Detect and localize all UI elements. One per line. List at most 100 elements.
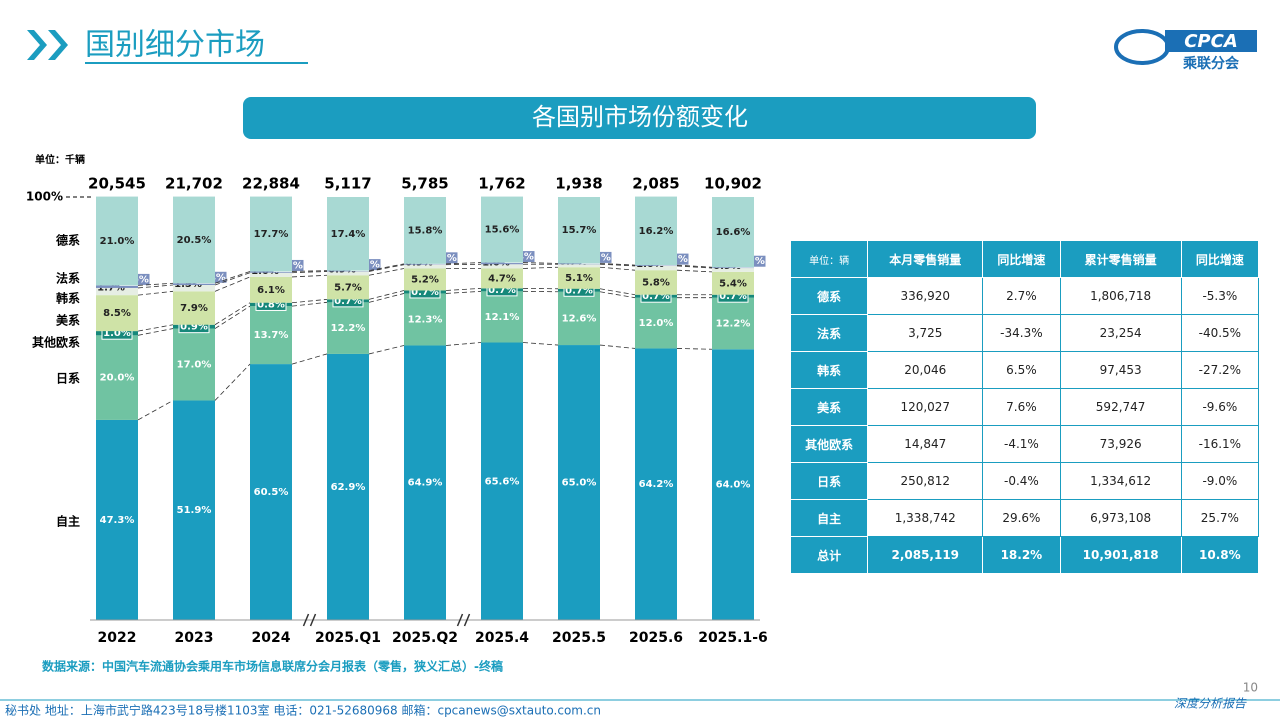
segment-label: 12.2% [331,323,366,334]
segment-label: 65.6% [485,476,520,487]
legend-label: 法系 [56,271,80,286]
x-tick-label: 2025.1-6 [698,630,768,646]
table-cell: -9.6% [1180,388,1260,426]
connector [214,271,251,284]
axis-break [456,613,471,627]
bar-segment [404,263,446,265]
segment-label: 62.9% [331,482,366,493]
table-cell: 6,973,108 [1059,499,1182,537]
bar-segment [96,335,138,420]
bar-segment [712,349,754,620]
table-cell: 自主 [789,499,869,537]
legend-label: 德系 [56,233,80,248]
connector [676,348,713,350]
table-cell: 总计 [789,536,869,574]
legend-label: 自主 [56,514,80,529]
table-cell: 法系 [789,314,869,352]
bar-segment [250,272,292,277]
connector [291,298,328,304]
bar-segment [404,268,446,291]
bar-segment [96,196,138,286]
total-label: 10,902 [704,175,762,193]
x-tick-label: 2022 [98,630,137,646]
chart: 100% 47.3% 51.9% 60.5% 62.9% 64.9% 65.6% 65.0% 6… [26,175,768,647]
bar-segment [635,265,677,271]
segment-label: 15.6% [485,225,520,236]
x-tick-label: 2025.Q2 [392,630,458,646]
segment-label: 6.1% [257,285,285,296]
logo-mark [1114,29,1170,65]
total-label: 20,545 [88,175,146,193]
table-cell: 336,920 [867,277,984,315]
bar-segment [635,270,677,295]
segment-label: 12.0% [639,318,674,329]
segment-label: 16.6% [716,227,751,238]
segment-label: 7.9% [180,303,208,314]
table-cell: -0.4% [982,462,1061,500]
table-cell: 23,254 [1059,314,1182,352]
connector [291,301,328,307]
table-cell: 德系 [789,277,869,315]
connector [137,282,174,286]
bar-segment [404,293,446,346]
table-cell: 同比增速 [982,240,1061,278]
connector [599,291,636,299]
table-cell: 2,085,119 [867,536,984,574]
table-cell: 18.2% [982,536,1061,574]
segment-label: 8.5% [103,308,131,319]
axis-break [302,613,317,627]
table-cell: -34.3% [982,314,1061,352]
logo-subtext: 乘联分会 [1182,55,1240,72]
total-label: 1,938 [555,175,602,193]
table-cell: 2.7% [982,277,1061,315]
bar-segment [250,276,292,303]
bar-segment [635,348,677,620]
segment-label: 17.0% [177,360,212,371]
table-cell: 1,338,742 [867,499,984,537]
table-cell: -4.1% [982,425,1061,463]
data-table: 单位：辆 本月零售销量 同比增速 累计零售销量 同比增速 德系 336,920 2.7% 1,8… [789,240,1260,574]
bar-segment [481,196,523,263]
x-tick-label: 2023 [175,630,214,646]
segment-label: 0.7% [642,291,670,302]
table-cell: 韩系 [789,351,869,389]
footer-address: 秘书处 地址：上海市武宁路423号18号楼1103室 电话：021-526809… [5,703,601,718]
bar-segment [712,271,754,295]
connector [522,266,559,269]
table-cell: 7.6% [982,388,1061,426]
bar-segment [250,364,292,620]
segment-label: 21.0% [100,236,135,247]
table-row: 日系 250,812 -0.4% 1,334,612 -9.0% [789,462,1260,500]
segment-label: 1.0% [103,328,131,339]
table-cell: 其他欧系 [789,425,869,463]
connector [137,400,174,421]
bar-segment [558,197,600,264]
chevron-icon [27,30,68,60]
legend-label: 美系 [56,313,80,328]
segment-label: 0.8% [257,299,285,310]
connector [291,271,328,274]
connector [137,324,174,332]
logo-box [1165,30,1257,52]
logo-text: CPCA [1184,31,1238,52]
table-cell: 29.6% [982,499,1061,537]
connector [368,264,405,272]
table-cell: 10,901,818 [1059,536,1182,574]
connector [291,270,328,272]
connector [368,268,405,276]
table-cell: 本月零售销量 [867,240,984,278]
bar-segment [173,400,215,620]
chart-banner [243,97,1036,139]
bar-segment [250,271,292,273]
bar-segment [404,197,446,264]
x-tick-label: 2025.5 [552,630,606,646]
bar-segment [481,342,523,620]
bar-segment [96,287,138,296]
segment-label: 64.2% [639,479,674,490]
table-cell: -16.1% [1180,425,1260,463]
bar-segment [250,196,292,272]
connector [368,290,405,300]
bar-segment [481,291,523,343]
segment-label: 13.7% [254,330,289,341]
